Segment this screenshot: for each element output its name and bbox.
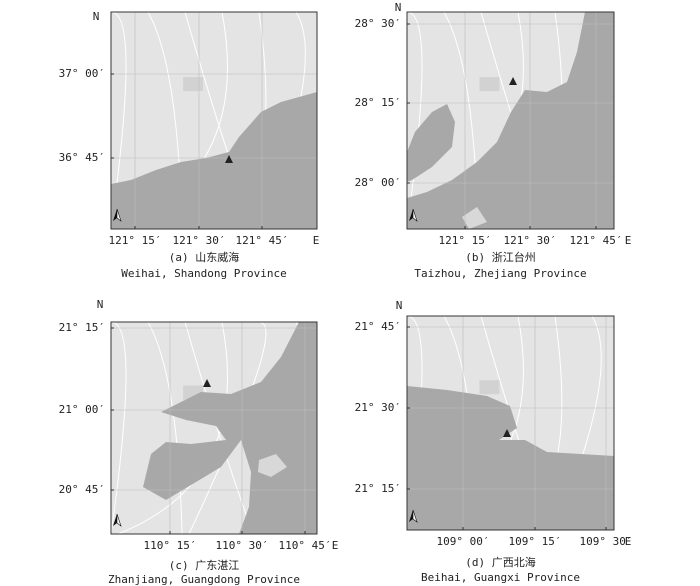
lon-tick-label: 109° 15′ <box>509 535 562 548</box>
lat-tick-label: 28° 00′ <box>355 176 401 189</box>
panel-label: (b) 浙江台州 <box>465 250 536 264</box>
island <box>258 454 287 477</box>
lon-tick-label: 121° 15′ <box>439 234 492 247</box>
map <box>407 12 614 229</box>
lat-tick-label: 37° 00′ <box>59 67 105 80</box>
sea <box>407 386 614 530</box>
lat-tick-label: 36° 45′ <box>59 151 105 164</box>
road <box>147 322 183 534</box>
north-arrow <box>409 209 413 221</box>
urban <box>479 380 500 395</box>
road <box>111 322 127 534</box>
north-arrow <box>113 209 117 221</box>
lon-tick-label: 121° 15′ <box>109 234 162 247</box>
lon-tick-label: 121° 45′ <box>570 234 623 247</box>
urban <box>479 77 500 92</box>
lat-tick-label: 21° 15′ <box>355 482 401 495</box>
map <box>407 316 614 530</box>
north-arrow <box>412 208 418 222</box>
panel-caption: Zhanjiang, Guangdong Province <box>108 573 300 586</box>
north-arrow <box>409 510 413 522</box>
lon-tick-label: 110° 45′ <box>279 539 332 552</box>
sea <box>407 12 614 229</box>
frame <box>110 321 318 535</box>
sea <box>407 104 455 182</box>
lon-tick-label: 109° 00′ <box>437 535 490 548</box>
east-label: E <box>625 234 632 247</box>
north-arrow <box>116 513 122 527</box>
map-panel: 28° 30′ 28° 15′ 28° 00′ 121° 15′ 121° 30′ 121… <box>355 1 632 280</box>
sea <box>111 92 317 229</box>
lat-tick-label: 21° 15′ <box>59 321 105 334</box>
lat-tick-label: 21° 45′ <box>355 320 401 333</box>
map-panel: 21° 45′ 21° 30′ 21° 15′ 109° 00′ 109° 15′ 109… <box>355 299 633 584</box>
panel-label: (a) 山东威海 <box>169 250 240 264</box>
frame <box>406 315 615 531</box>
east-label: E <box>625 535 632 548</box>
map <box>111 12 317 229</box>
panel-caption: Weihai, Shandong Province <box>121 267 287 280</box>
site-marker <box>509 77 517 85</box>
panel-label: (c) 广东湛江 <box>169 559 240 572</box>
east-label: E <box>313 234 320 247</box>
lon-tick-label: 121° 30′ <box>173 234 226 247</box>
panel-label: (d) 广西北海 <box>465 555 536 569</box>
north-label: N <box>396 299 403 312</box>
urban <box>183 77 204 92</box>
north-arrow <box>412 509 418 523</box>
lat-tick-label: 20° 45′ <box>59 483 105 496</box>
road <box>111 12 127 229</box>
lat-tick-label: 21° 00′ <box>59 403 105 416</box>
site-marker <box>203 379 211 387</box>
lon-tick-label: 110° 30′ <box>216 539 269 552</box>
lon-tick-label: 109° 30′ <box>580 535 633 548</box>
lon-tick-label: 121° 45′ <box>236 234 289 247</box>
panel-caption: Beihai, Guangxi Province <box>421 571 580 584</box>
north-label: N <box>93 10 100 23</box>
lon-tick-label: 121° 30′ <box>504 234 557 247</box>
lat-tick-label: 28° 30′ <box>355 17 401 30</box>
island <box>462 207 487 229</box>
north-label: N <box>395 1 402 14</box>
lat-tick-label: 21° 30′ <box>355 401 401 414</box>
north-arrow <box>116 208 122 222</box>
road <box>184 322 254 534</box>
north-arrow <box>113 514 117 526</box>
map-panel: 21° 15′ 21° 00′ 20° 45′ 110° 15′ 110° 30′ 110… <box>59 298 339 586</box>
road <box>188 322 267 534</box>
site-marker <box>225 155 233 163</box>
lat-tick-label: 28° 15′ <box>355 96 401 109</box>
frame <box>406 11 615 230</box>
map <box>111 322 317 534</box>
lon-tick-label: 110° 15′ <box>144 539 197 552</box>
site-marker <box>503 429 511 437</box>
panel-caption: Taizhou, Zhejiang Province <box>414 267 586 280</box>
frame <box>110 11 318 230</box>
east-label: E <box>332 539 339 552</box>
sea <box>143 322 317 534</box>
north-label: N <box>97 298 104 311</box>
map-panel: 37° 00′ 36° 45′ 121° 15′ 121° 30′ 121° 45′ N E… <box>59 10 320 280</box>
